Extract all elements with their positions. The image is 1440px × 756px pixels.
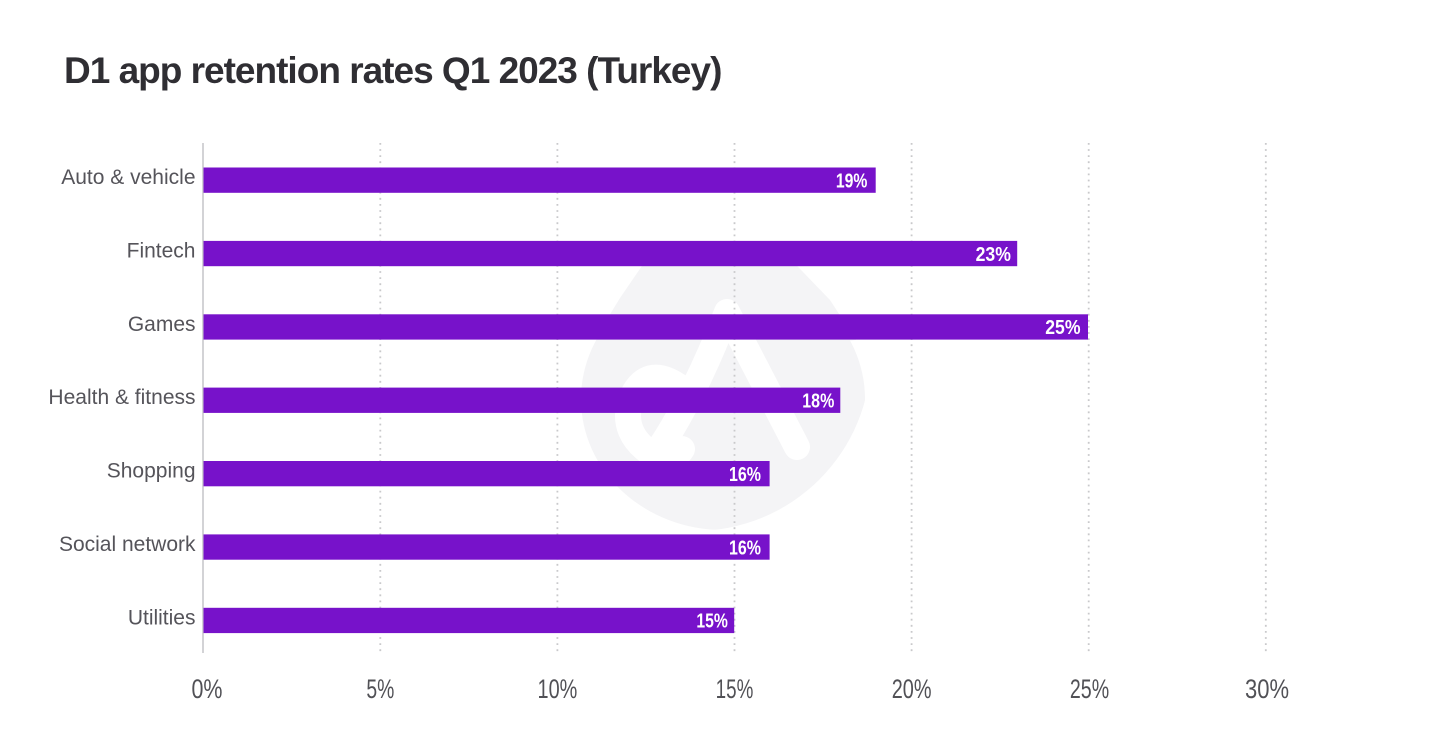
- svg-text:0%: 0%: [191, 675, 222, 705]
- svg-text:Fintech: Fintech: [127, 239, 196, 262]
- svg-text:23%: 23%: [976, 243, 1012, 265]
- svg-text:15%: 15%: [696, 610, 727, 632]
- svg-text:5%: 5%: [366, 674, 394, 704]
- svg-text:16%: 16%: [729, 537, 761, 559]
- svg-text:25%: 25%: [1045, 316, 1081, 338]
- svg-text:Games: Games: [128, 313, 196, 336]
- svg-text:Utilities: Utilities: [128, 606, 196, 629]
- svg-text:Social network: Social network: [59, 533, 196, 556]
- svg-text:Shopping: Shopping: [107, 460, 196, 483]
- svg-text:20%: 20%: [892, 674, 932, 703]
- svg-text:18%: 18%: [802, 390, 834, 412]
- svg-text:16%: 16%: [729, 463, 761, 485]
- svg-text:15%: 15%: [716, 674, 754, 704]
- svg-text:30%: 30%: [1245, 675, 1289, 704]
- svg-text:Health & fitness: Health & fitness: [48, 386, 195, 409]
- svg-text:10%: 10%: [538, 674, 578, 703]
- svg-text:19%: 19%: [836, 170, 867, 192]
- svg-text:Auto & vehicle: Auto & vehicle: [61, 166, 195, 189]
- svg-text:D1 app retention rates Q1 2023: D1 app retention rates Q1 2023 (Turkey): [64, 50, 721, 91]
- svg-text:25%: 25%: [1070, 674, 1109, 704]
